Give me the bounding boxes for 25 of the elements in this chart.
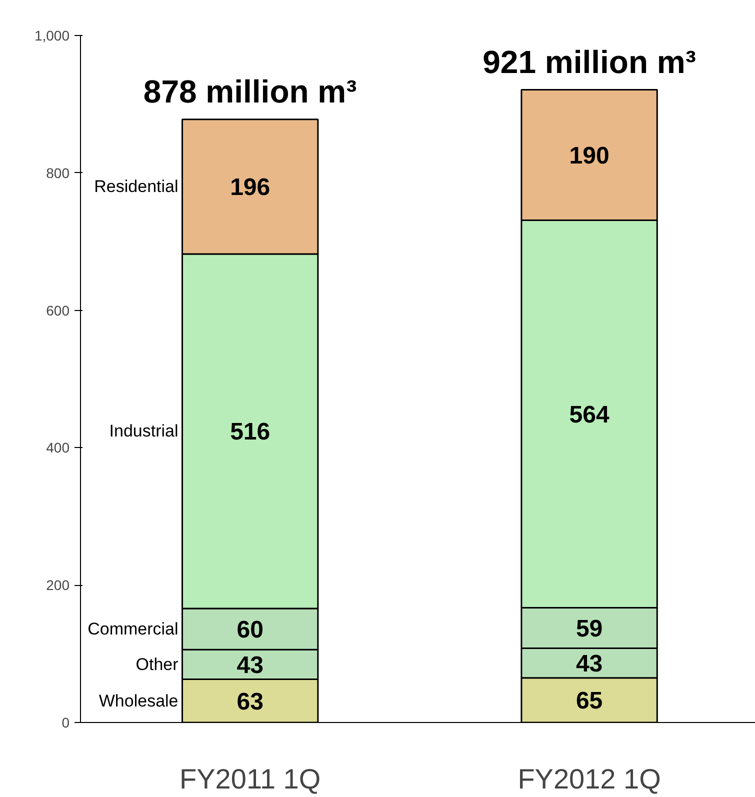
- total-label: 921 million m³: [482, 44, 696, 80]
- x-tick-label: FY2012 1Q: [518, 764, 661, 794]
- series-label: Industrial: [109, 422, 178, 441]
- y-tick-label: 600: [46, 302, 70, 318]
- y-tick-label: 400: [46, 440, 70, 456]
- data-label: 564: [569, 402, 610, 429]
- data-label: 190: [569, 142, 610, 170]
- data-label: 59: [576, 616, 603, 643]
- total-label: 878 million m³: [143, 73, 357, 110]
- series-label: Other: [136, 654, 179, 674]
- data-label: 516: [230, 418, 270, 446]
- data-label: 65: [576, 688, 603, 715]
- series-label: Commercial: [88, 620, 178, 639]
- y-tick-label: 200: [46, 577, 70, 594]
- data-label: 63: [236, 688, 264, 716]
- y-tick-label: 1,000: [34, 28, 70, 44]
- data-label: 196: [230, 174, 270, 202]
- data-label: 43: [576, 650, 603, 678]
- data-label: 43: [236, 652, 264, 679]
- y-tick-label: 800: [46, 164, 70, 181]
- series-label: Residential: [94, 177, 178, 196]
- y-tick-label: 0: [62, 714, 70, 730]
- series-label: Wholesale: [98, 691, 178, 710]
- x-tick-label: FY2011 1Q: [180, 764, 321, 794]
- data-label: 60: [236, 616, 264, 644]
